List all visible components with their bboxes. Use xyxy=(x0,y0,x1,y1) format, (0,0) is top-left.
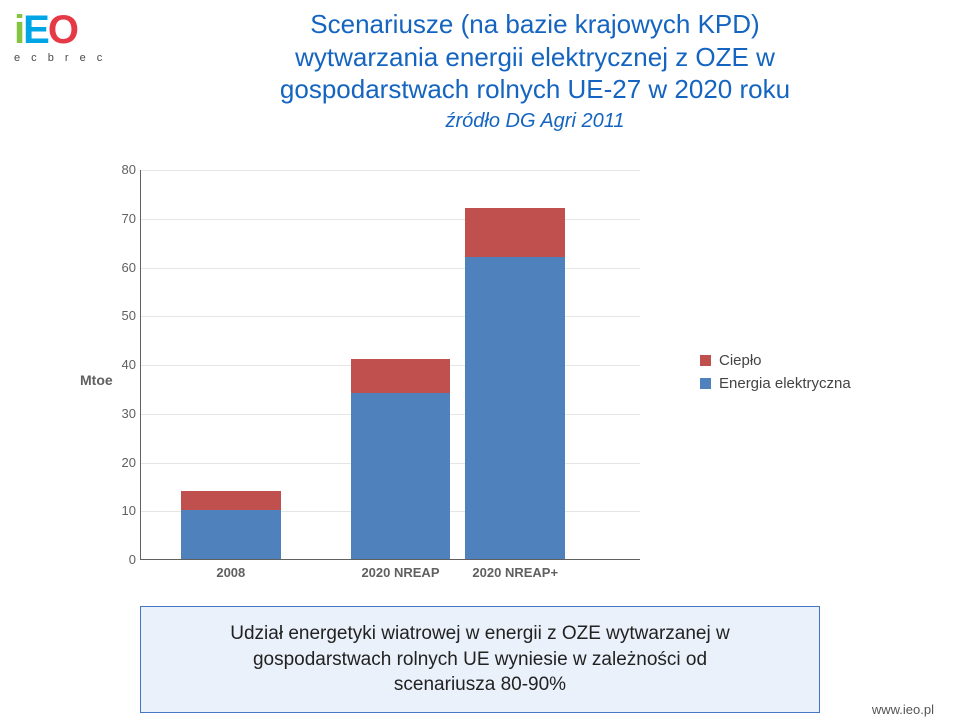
chart-gridline xyxy=(141,268,640,269)
callout-line-1: Udział energetyki wiatrowej w energii z … xyxy=(159,621,801,647)
chart-ytick-label: 0 xyxy=(86,552,136,567)
chart-bar-seg-electricity xyxy=(351,393,451,559)
callout-line-3: scenariusza 80-90% xyxy=(159,672,801,698)
chart-bar-seg-heat xyxy=(181,491,281,511)
title-line-2: wytwarzania energii elektrycznej z OZE w xyxy=(150,41,920,74)
chart-ytick-label: 50 xyxy=(86,308,136,323)
chart-bar-seg-heat xyxy=(465,208,565,257)
footer-link[interactable]: www.ieo.pl xyxy=(872,702,934,717)
legend-item: Ciepło xyxy=(700,352,851,369)
title-block: Scenariusze (na bazie krajowych KPD) wyt… xyxy=(150,8,920,133)
chart-xtick-label: 2020 NREAP xyxy=(361,565,439,580)
chart-bar-seg-electricity xyxy=(181,510,281,559)
chart-plot: 20082020 NREAP2020 NREAP+ xyxy=(140,170,640,560)
chart-bar-seg-electricity xyxy=(465,257,565,559)
legend-label: Energia elektryczna xyxy=(719,375,851,392)
chart-ytick-label: 40 xyxy=(86,357,136,372)
title-line-3: gospodarstwach rolnych UE-27 w 2020 roku xyxy=(150,73,920,106)
logo: iEO e c b r e c xyxy=(14,10,106,64)
callout-line-2: gospodarstwach rolnych UE wyniesie w zal… xyxy=(159,647,801,673)
title-line-1: Scenariusze (na bazie krajowych KPD) xyxy=(150,8,920,41)
chart-bar-group xyxy=(181,491,281,559)
chart-bar-group xyxy=(351,359,451,559)
chart-gridline xyxy=(141,170,640,171)
chart-bar-seg-heat xyxy=(351,359,451,393)
chart-ytick-label: 20 xyxy=(86,455,136,470)
chart-ytick-label: 80 xyxy=(86,162,136,177)
logo-letter-i: i xyxy=(14,8,23,52)
chart: Mtoe 20082020 NREAP2020 NREAP+ 010203040… xyxy=(80,170,640,590)
legend-swatch xyxy=(700,355,711,366)
chart-ytick-label: 10 xyxy=(86,503,136,518)
legend-item: Energia elektryczna xyxy=(700,375,851,392)
logo-text: iEO xyxy=(14,10,106,50)
chart-gridline xyxy=(141,316,640,317)
chart-ytick-label: 30 xyxy=(86,406,136,421)
legend: Ciepło Energia elektryczna xyxy=(700,346,851,398)
chart-bar-group xyxy=(465,208,565,559)
chart-xtick-label: 2020 NREAP+ xyxy=(472,565,558,580)
logo-letter-e: E xyxy=(23,8,48,52)
legend-swatch xyxy=(700,378,711,389)
legend-label: Ciepło xyxy=(719,352,762,369)
chart-ytick-label: 70 xyxy=(86,211,136,226)
chart-ylabel: Mtoe xyxy=(80,372,113,388)
chart-gridline xyxy=(141,219,640,220)
chart-xtick-label: 2008 xyxy=(216,565,245,580)
logo-subtext: e c b r e c xyxy=(14,52,106,64)
chart-ytick-label: 60 xyxy=(86,260,136,275)
callout-box: Udział energetyki wiatrowej w energii z … xyxy=(140,606,820,713)
title-subtitle: źródło DG Agri 2011 xyxy=(150,110,920,133)
logo-letter-o: O xyxy=(48,8,77,52)
